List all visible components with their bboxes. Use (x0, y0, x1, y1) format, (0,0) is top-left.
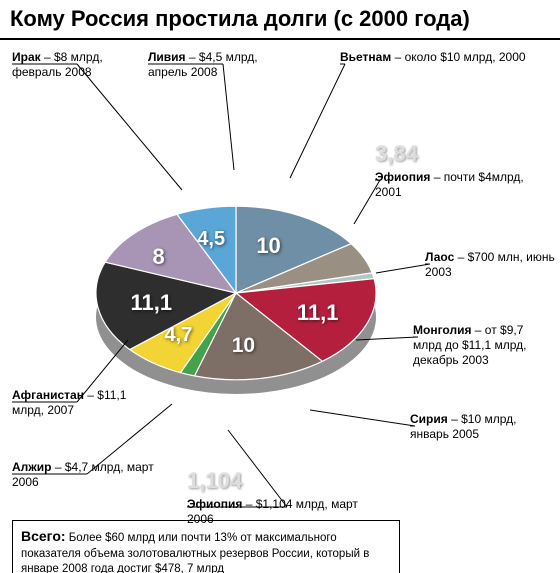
callout-vietnam: Вьетнам – около $10 млрд, 2000 (340, 50, 540, 65)
callout-ethiopia1: 3,84Эфиопия – почти $4млрд, 2001 (375, 140, 545, 200)
callout-iraq: Ирак – $8 млрд, февраль 2008 (12, 50, 142, 80)
callout-ethiopia2: 1,104Эфиопия – $1,104 млрд, март 2006 (187, 467, 387, 527)
chart-title: Кому Россия простила долги (с 2000 года) (10, 6, 470, 32)
callout-name: Ливия (148, 50, 186, 64)
callout-algeria: Алжир – $4,7 млрд, март 2006 (12, 460, 162, 490)
callout-afghanistan: Афганистан – $11,1 млрд, 2007 (12, 388, 142, 418)
callout-mongolia: Монголия – от $9,7 млрд до $11,1 млрд, д… (413, 323, 553, 368)
footer-header: Всего: (21, 528, 66, 544)
callout-name: Ирак (12, 50, 41, 64)
slice-label-syria: 10 (232, 334, 255, 358)
callout-name: Лаос (425, 250, 454, 264)
slice-label-vietnam: 10 (256, 233, 280, 259)
infographic-root: { "title": {"text":"Кому Россия простила… (0, 0, 560, 573)
callout-name: Вьетнам (340, 50, 391, 64)
callout-laos: Лаос – $700 млн, июнь 2003 (425, 250, 555, 280)
callout-name: Эфиопия (187, 497, 242, 511)
callout-libya: Ливия – $4,5 млрд, апрель 2008 (148, 50, 298, 80)
slice-label-mongolia: 11,1 (297, 300, 339, 326)
callout-syria: Сирия – $10 млрд, январь 2005 (410, 412, 550, 442)
callout-big-value: 3,84 (375, 140, 545, 168)
callout-big-value: 1,104 (187, 467, 387, 495)
callout-name: Сирия (410, 412, 448, 426)
callout-name: Алжир (12, 460, 52, 474)
callout-detail: – около $10 млрд, 2000 (391, 50, 525, 64)
title-underline (0, 38, 560, 40)
callout-name: Афганистан (12, 388, 84, 402)
footer-box: Всего: Более $60 млрд или почти 13% от м… (12, 520, 400, 573)
slice-label-iraq: 8 (152, 244, 164, 270)
slice-label-algeria: 4,7 (165, 324, 193, 347)
slice-label-libya: 4,5 (197, 228, 225, 251)
footer-text: Более $60 млрд или почти 13% от максимал… (21, 532, 369, 573)
callout-name: Эфиопия (375, 170, 430, 184)
slice-label-afghanistan: 11,1 (130, 290, 172, 316)
callout-name: Монголия (413, 323, 471, 337)
